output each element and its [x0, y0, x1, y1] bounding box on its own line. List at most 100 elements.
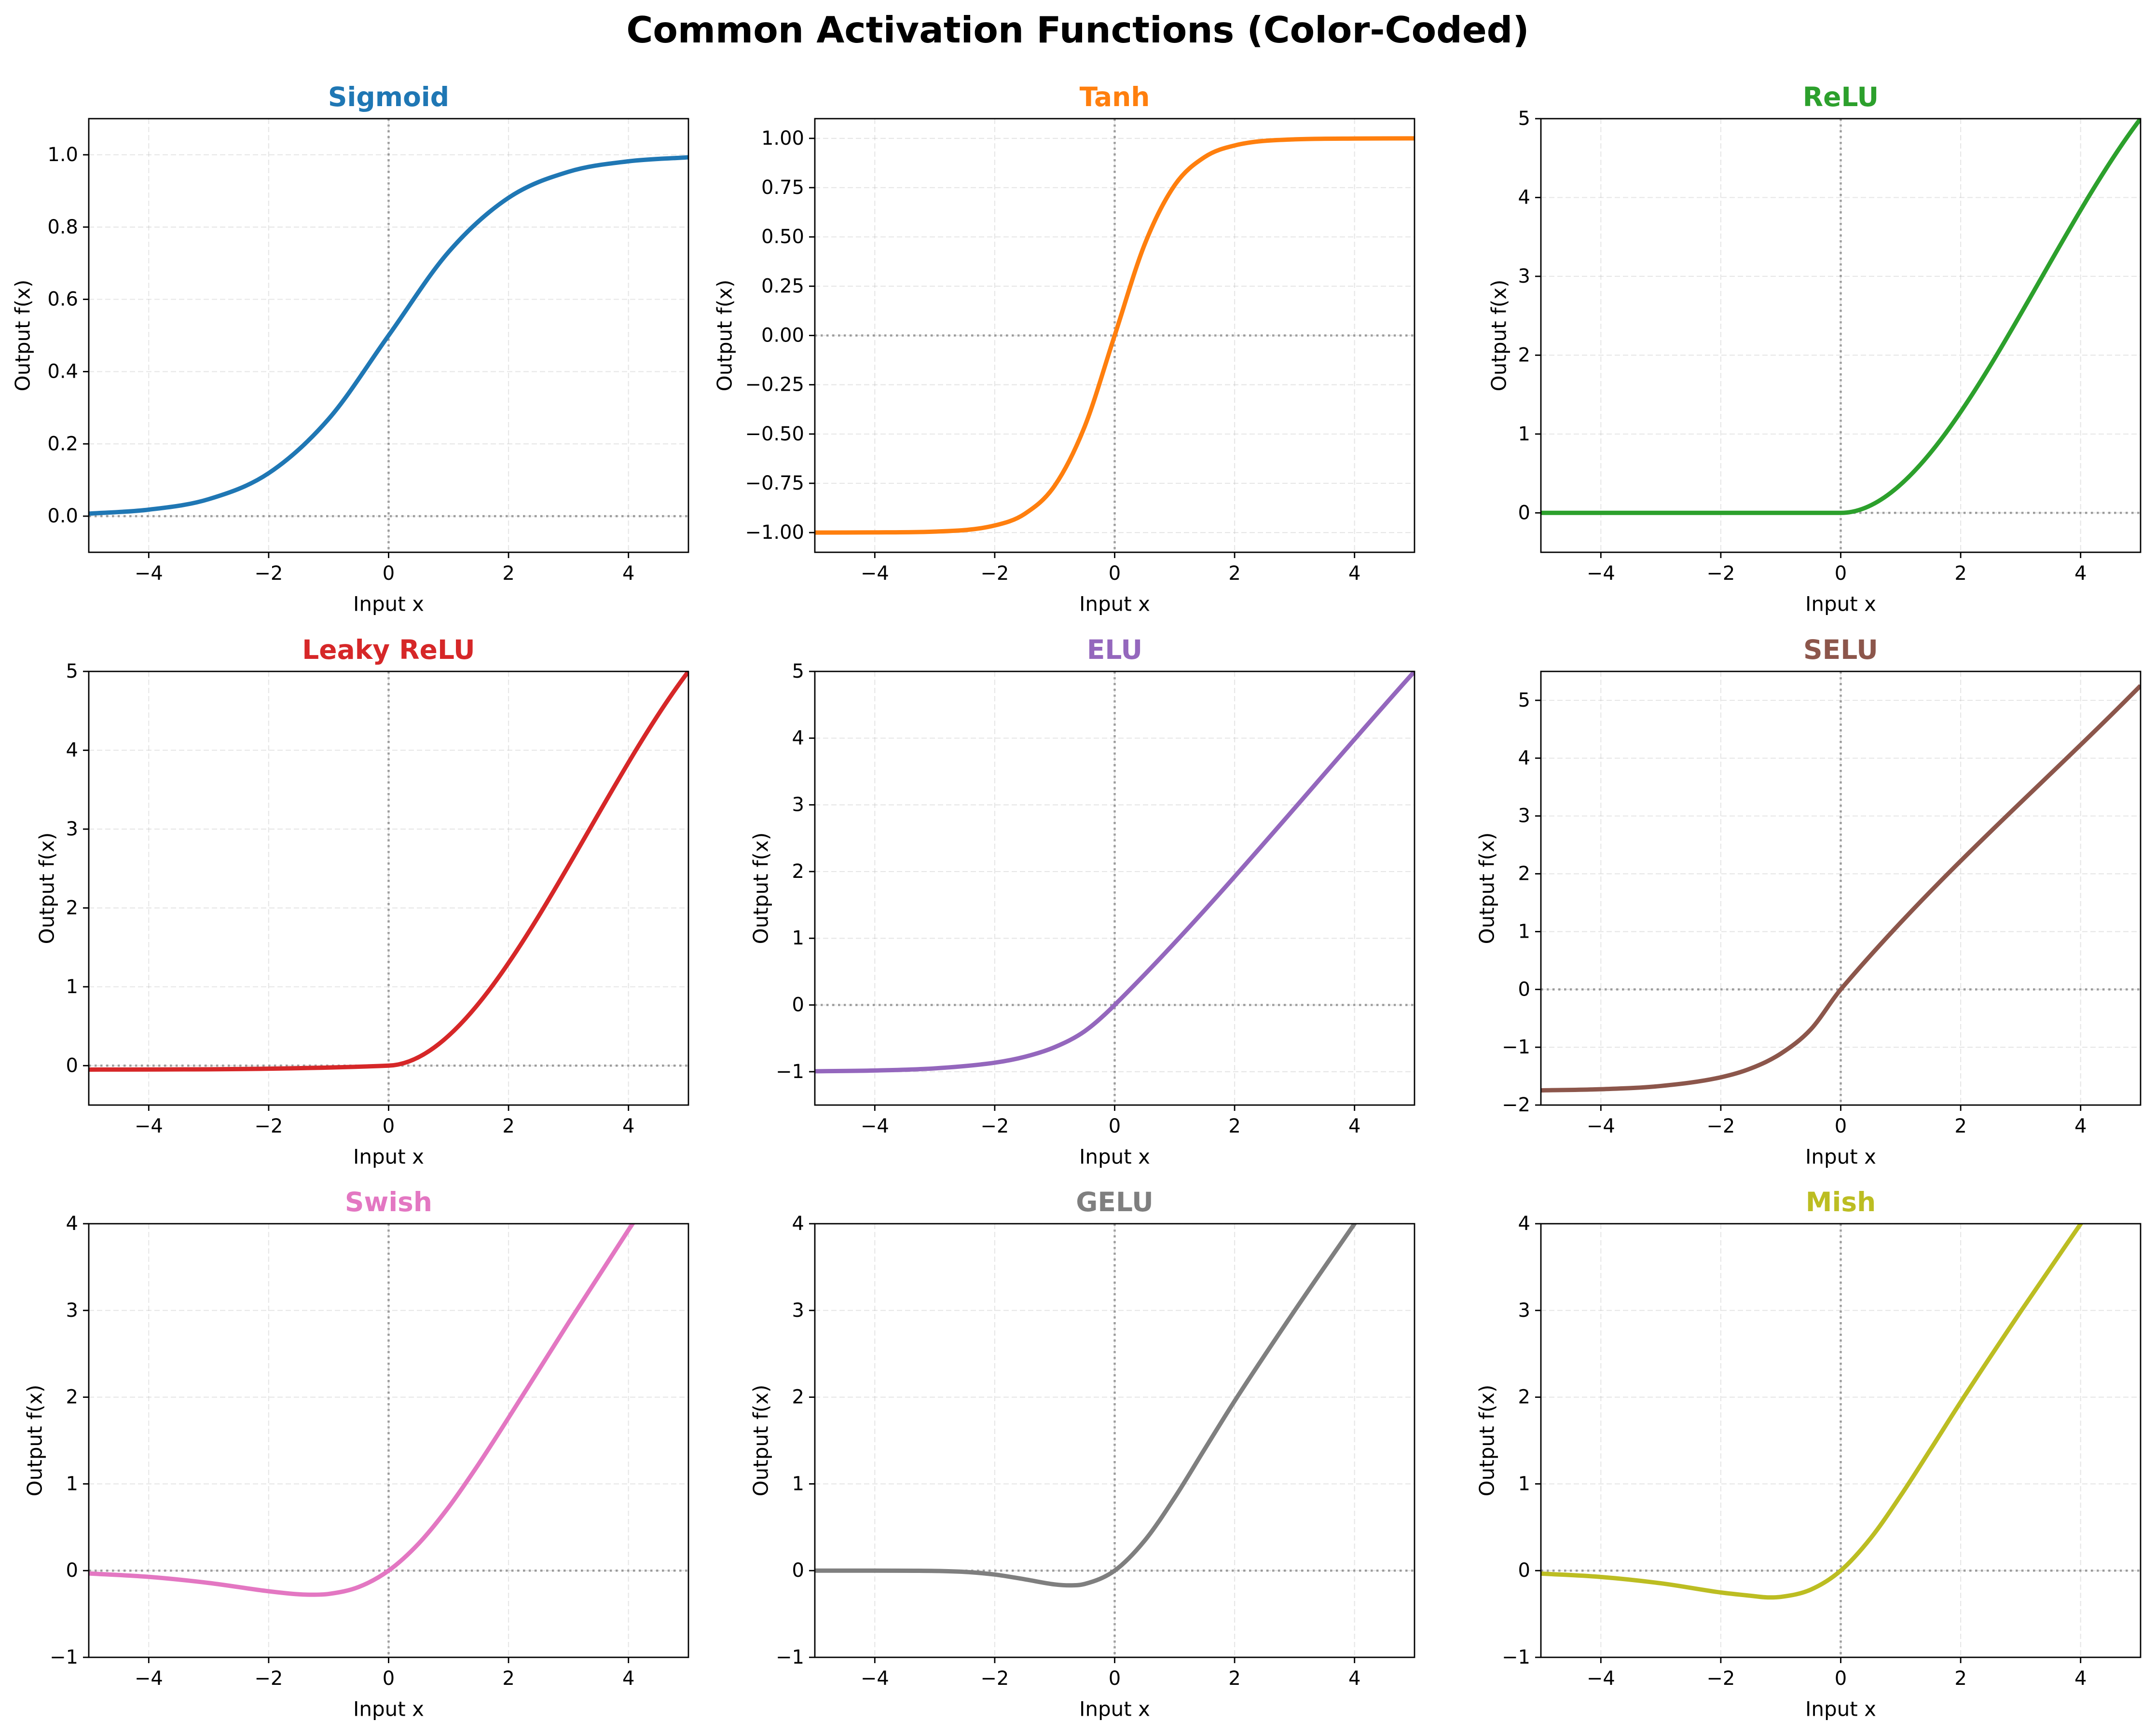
y-tick-label: 1.00 — [761, 127, 804, 150]
y-axis-label: Output f(x) — [35, 833, 59, 944]
x-tick-label: −4 — [861, 1667, 889, 1690]
subplot-grid: −4 −2 0 2 4 0.0 0.2 0.4 0.6 0.8 1.0 Input x Output f… — [11, 82, 2142, 1721]
y-tick-label: 2 — [66, 897, 78, 919]
x-axis-label: Input x — [353, 1145, 424, 1169]
y-tick-label: −0.75 — [745, 472, 804, 494]
subplot-title: Swish — [345, 1187, 432, 1217]
subplot-title: SELU — [1803, 634, 1878, 665]
y-axis-label: Output f(x) — [1487, 280, 1511, 392]
y-tick-label: 4 — [1518, 1213, 1530, 1235]
y-tick-label: 5 — [1518, 108, 1530, 130]
y-axis-label: Output f(x) — [1475, 1385, 1499, 1497]
y-tick-label: 4 — [66, 739, 78, 761]
x-tick-label: 2 — [1954, 1115, 1966, 1137]
x-tick-label: 0 — [383, 1667, 395, 1690]
x-tick-label: −4 — [1587, 562, 1615, 585]
y-tick-label: 1.0 — [47, 144, 78, 166]
y-tick-label: −0.25 — [745, 374, 804, 396]
subplot-title: Tanh — [1080, 82, 1150, 112]
x-tick-label: 4 — [1348, 1115, 1360, 1137]
x-tick-label: −4 — [1587, 1667, 1615, 1690]
y-tick-label: −1 — [50, 1646, 78, 1668]
x-axis-label: Input x — [353, 592, 424, 616]
plot-area — [815, 1224, 1414, 1657]
swish-curve — [89, 1224, 635, 1597]
y-tick-label: 3 — [1518, 805, 1530, 827]
y-axis-label: Output f(x) — [713, 280, 737, 392]
x-tick-label: 0 — [1835, 1667, 1847, 1690]
x-tick-label: −4 — [135, 562, 163, 585]
subplot-sigmoid: −4 −2 0 2 4 0.0 0.2 0.4 0.6 0.8 1.0 Input x Output f… — [11, 82, 689, 616]
subplot-title: ELU — [1087, 634, 1142, 665]
x-tick-label: −4 — [135, 1115, 163, 1137]
x-tick-label: 0 — [1109, 562, 1121, 585]
y-axis-label: Output f(x) — [749, 833, 773, 944]
x-tick-label: −4 — [1587, 1115, 1615, 1137]
subplot-relu: −4 −2 0 2 4 0 1 2 3 4 5 Input x Output f(x) ReLU — [1487, 82, 2142, 616]
y-tick-label: 0.8 — [47, 216, 78, 238]
y-tick-label: 0.50 — [761, 226, 804, 248]
x-axis-label: Input x — [353, 1697, 424, 1721]
x-axis-label: Input x — [1805, 1145, 1876, 1169]
y-tick-label: 0.25 — [761, 275, 804, 297]
y-tick-label: 5 — [1518, 689, 1530, 711]
x-axis-label: Input x — [1079, 1697, 1150, 1721]
subplot-mish: −4 −2 0 2 4 −1 0 1 2 3 4 Input x Output f(x) Mish — [1475, 1187, 2142, 1721]
x-tick-label: 0 — [1835, 562, 1847, 585]
y-tick-label: 0 — [792, 994, 804, 1016]
y-axis-label: Output f(x) — [11, 280, 35, 392]
x-tick-label: 2 — [1954, 1667, 1966, 1690]
y-tick-label: 0 — [1518, 502, 1530, 524]
tanh-curve — [815, 136, 1414, 535]
plot-area — [1541, 671, 2141, 1105]
y-tick-label: 5 — [66, 660, 78, 683]
x-tick-label: 4 — [2074, 562, 2087, 585]
plot-area — [89, 1224, 688, 1657]
y-tick-label: 0 — [792, 1559, 804, 1582]
figure-title: Common Activation Functions (Color-Coded… — [626, 9, 1529, 51]
selu-curve — [1541, 684, 2141, 1093]
x-tick-label: 4 — [2074, 1667, 2087, 1690]
y-tick-label: 0 — [66, 1559, 78, 1582]
x-tick-label: 2 — [502, 562, 514, 585]
subplot-gelu: −4 −2 0 2 4 −1 0 1 2 3 4 Input x Output f(x) GELU — [749, 1187, 1415, 1721]
y-tick-label: 3 — [66, 818, 78, 840]
plot-area — [89, 671, 688, 1105]
x-tick-label: 4 — [622, 1115, 634, 1137]
x-tick-label: −2 — [1706, 1667, 1735, 1690]
x-axis-label: Input x — [1805, 1697, 1876, 1721]
subplot-title: Sigmoid — [328, 82, 449, 112]
y-tick-label: 0.4 — [47, 360, 78, 383]
x-tick-label: −2 — [254, 562, 283, 585]
y-tick-label: 4 — [792, 727, 804, 749]
y-tick-label: −1 — [776, 1646, 804, 1668]
y-tick-label: 3 — [792, 794, 804, 816]
y-tick-label: 0.0 — [47, 505, 78, 527]
x-tick-label: 2 — [1228, 562, 1240, 585]
y-tick-label: 3 — [1518, 1299, 1530, 1322]
x-tick-label: −2 — [980, 1115, 1009, 1137]
y-tick-label: 2 — [66, 1386, 78, 1408]
x-tick-label: −2 — [254, 1667, 283, 1690]
x-tick-label: −2 — [980, 562, 1009, 585]
x-tick-label: 0 — [1109, 1115, 1121, 1137]
y-tick-label: 2 — [792, 1386, 804, 1408]
y-tick-label: 0 — [66, 1054, 78, 1077]
y-tick-label: 0.2 — [47, 433, 78, 455]
sigmoid-curve — [89, 155, 688, 516]
y-tick-label: −2 — [1502, 1094, 1530, 1116]
y-tick-label: 5 — [792, 660, 804, 683]
y-tick-label: −1 — [1502, 1036, 1530, 1058]
y-tick-label: 0.75 — [761, 177, 804, 199]
x-tick-label: 0 — [1835, 1115, 1847, 1137]
x-tick-label: 2 — [502, 1667, 514, 1690]
x-tick-label: 2 — [502, 1115, 514, 1137]
y-tick-label: −0.50 — [745, 423, 804, 445]
y-tick-label: 1 — [792, 927, 804, 949]
x-tick-label: 4 — [2074, 1115, 2087, 1137]
x-tick-label: 0 — [383, 562, 395, 585]
y-tick-label: −1 — [1502, 1646, 1530, 1668]
subplot-swish: −4 −2 0 2 4 −1 0 1 2 3 4 Input x Output f(x) Swish — [23, 1187, 689, 1721]
y-tick-label: 2 — [1518, 344, 1530, 366]
